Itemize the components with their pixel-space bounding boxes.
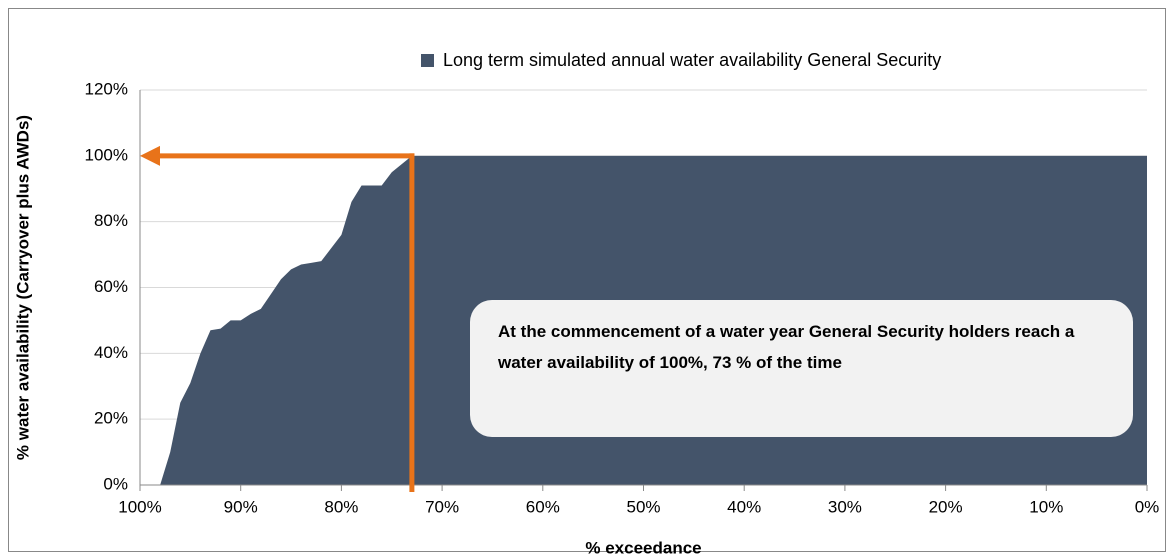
- x-tick-label: 80%: [324, 497, 358, 516]
- x-tick-label: 30%: [828, 497, 862, 516]
- y-tick-label: 40%: [94, 343, 128, 362]
- legend-label: Long term simulated annual water availab…: [443, 50, 941, 70]
- legend-swatch: [421, 54, 434, 67]
- annotation: At the commencement of a water year Gene…: [498, 322, 1075, 372]
- y-tick-label: 120%: [85, 79, 128, 98]
- x-tick-label: 0%: [1135, 497, 1160, 516]
- x-tick-label: 20%: [929, 497, 963, 516]
- y-tick-label: 60%: [94, 277, 128, 296]
- annotation-box: [470, 300, 1133, 437]
- x-tick-label: 60%: [526, 497, 560, 516]
- x-tick-label: 40%: [727, 497, 761, 516]
- marker-arrowhead: [140, 145, 160, 166]
- y-tick-label: 20%: [94, 409, 128, 428]
- y-axis-label: % water availability (Carryover plus AWD…: [13, 115, 32, 460]
- x-tick-label: 10%: [1029, 497, 1063, 516]
- x-tick-label: 50%: [626, 497, 660, 516]
- x-axis-label: % exceedance: [585, 538, 701, 557]
- y-tick-label: 0%: [103, 474, 128, 493]
- x-tick-label: 100%: [118, 497, 161, 516]
- x-tick-label: 70%: [425, 497, 459, 516]
- y-tick-label: 80%: [94, 211, 128, 230]
- y-tick-label: 100%: [85, 145, 128, 164]
- x-tick-label: 90%: [224, 497, 258, 516]
